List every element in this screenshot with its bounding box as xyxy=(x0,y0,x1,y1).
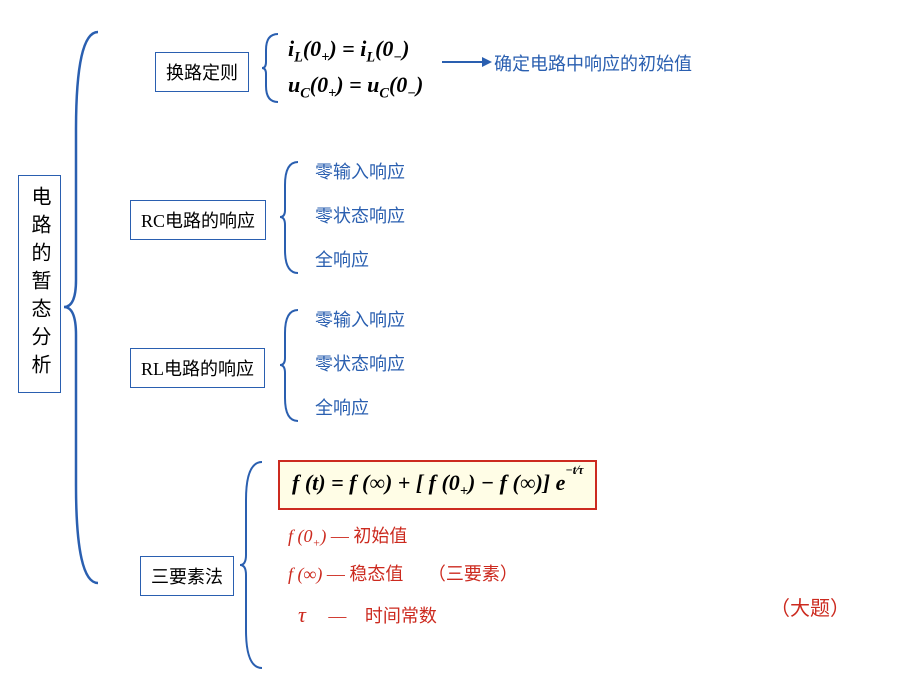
main-bracket xyxy=(62,30,102,585)
node-three-label: 三要素法 xyxy=(151,567,223,587)
node-rc-label: RC电路的响应 xyxy=(141,211,255,231)
tau-symbol: τ xyxy=(298,602,306,627)
finf-symbol: f (∞) xyxy=(288,564,322,584)
node-rl-label: RL电路的响应 xyxy=(141,359,254,379)
rc-bracket xyxy=(278,160,303,275)
rc-zero-state: 零状态响应 xyxy=(315,202,405,228)
rl-bracket xyxy=(278,308,303,423)
finf-line: f (∞) –– 稳态值 （三要素） xyxy=(288,560,518,586)
switching-eq-2: uC(0+) = uC(0−) xyxy=(288,72,423,102)
finf-dash: –– xyxy=(327,564,350,584)
f0-dash: –– xyxy=(331,526,354,546)
three-bracket xyxy=(238,460,266,670)
finf-extra: （三要素） xyxy=(428,564,518,584)
rl-zero-state: 零状态响应 xyxy=(315,350,405,376)
rl-zero-input: 零输入响应 xyxy=(315,306,405,332)
tau-dash: –– xyxy=(328,606,351,626)
f0-desc: 初始值 xyxy=(353,526,407,546)
switching-bracket xyxy=(260,32,282,104)
switching-note: 确定电路中响应的初始值 xyxy=(494,50,692,76)
switching-arrow xyxy=(442,52,492,72)
f0-symbol: f (0+) xyxy=(288,526,326,546)
switching-eq-1: iL(0+) = iL(0−) xyxy=(288,36,409,66)
root-title-text: 电路的暂态分析 xyxy=(28,186,50,382)
f0-line: f (0+) –– 初始值 xyxy=(288,522,407,550)
node-switching-law: 换路定则 xyxy=(155,52,249,92)
tau-desc: 时间常数 xyxy=(365,606,437,626)
finf-desc: 稳态值 xyxy=(349,564,403,584)
rc-zero-input: 零输入响应 xyxy=(315,158,405,184)
node-switching-label: 换路定则 xyxy=(166,63,238,83)
big-question-note: （大题） xyxy=(770,592,850,621)
node-three-factor: 三要素法 xyxy=(140,556,234,596)
rc-full: 全响应 xyxy=(315,246,369,272)
rl-full: 全响应 xyxy=(315,394,369,420)
tau-line: τ –– 时间常数 xyxy=(298,602,437,628)
root-title-box: 电路的暂态分析 xyxy=(18,175,61,393)
three-factor-formula: f (t) = f (∞) + [ f (0+) − f (∞)] e−t⁄τ xyxy=(278,460,597,510)
node-rl-response: RL电路的响应 xyxy=(130,348,265,388)
node-rc-response: RC电路的响应 xyxy=(130,200,266,240)
